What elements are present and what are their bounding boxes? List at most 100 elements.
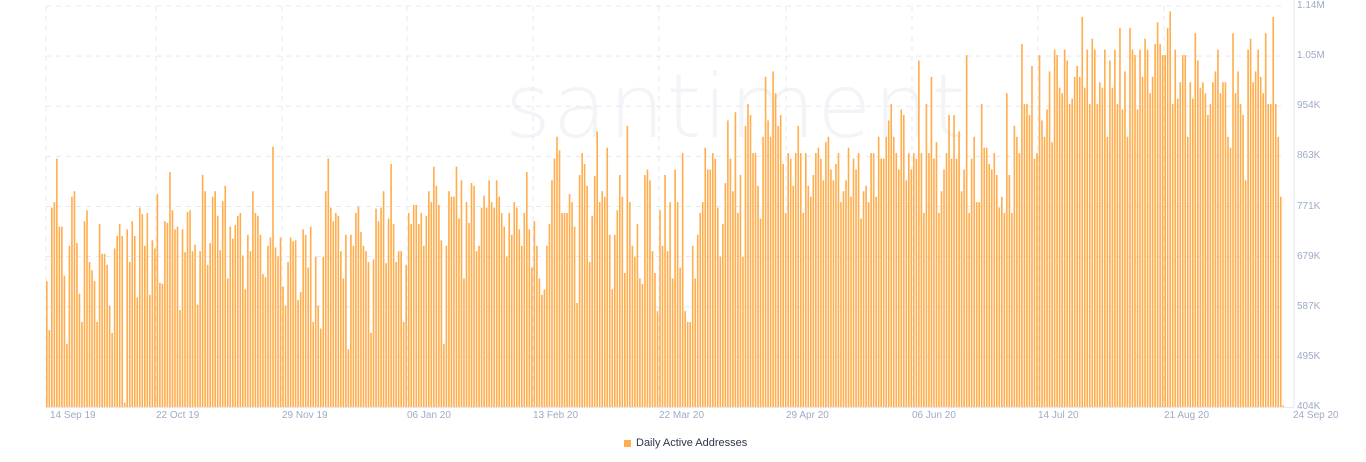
bar[interactable] — [425, 215, 428, 407]
bar[interactable] — [897, 169, 900, 407]
bar[interactable] — [827, 136, 830, 407]
bar[interactable] — [1171, 104, 1174, 407]
bar[interactable] — [593, 175, 596, 407]
bar[interactable] — [674, 169, 676, 407]
bar[interactable] — [229, 226, 232, 407]
bar[interactable] — [847, 147, 850, 407]
bar[interactable] — [169, 172, 171, 407]
bar[interactable] — [347, 349, 350, 407]
bar[interactable] — [933, 158, 935, 407]
bar[interactable] — [1272, 16, 1275, 408]
bar[interactable] — [252, 191, 254, 407]
bar[interactable] — [717, 207, 719, 407]
bar[interactable] — [686, 322, 689, 407]
bar[interactable] — [1036, 153, 1038, 407]
bar[interactable] — [1023, 104, 1026, 407]
bar[interactable] — [1046, 109, 1048, 408]
bar[interactable] — [1033, 158, 1036, 407]
bar[interactable] — [1081, 16, 1084, 408]
bar[interactable] — [671, 278, 674, 407]
bar[interactable] — [563, 213, 566, 407]
bar[interactable] — [520, 245, 523, 407]
bar[interactable] — [960, 191, 963, 407]
bar[interactable] — [699, 213, 702, 407]
bar[interactable] — [1031, 65, 1033, 408]
bar[interactable] — [794, 153, 797, 407]
bar[interactable] — [656, 311, 659, 407]
bar[interactable] — [259, 234, 262, 407]
bar[interactable] — [988, 164, 991, 407]
bar[interactable] — [1119, 27, 1121, 407]
bar[interactable] — [292, 241, 294, 407]
bar[interactable] — [576, 302, 578, 407]
bar[interactable] — [490, 202, 493, 407]
bar[interactable] — [1244, 180, 1247, 407]
bar[interactable] — [923, 213, 925, 407]
bar[interactable] — [1121, 109, 1124, 408]
bar[interactable] — [103, 253, 106, 407]
bar[interactable] — [1202, 82, 1204, 407]
bar[interactable] — [950, 158, 953, 407]
bar[interactable] — [1068, 104, 1071, 407]
bar[interactable] — [375, 208, 377, 407]
bar[interactable] — [852, 158, 855, 407]
bar[interactable] — [1189, 82, 1192, 407]
bar[interactable] — [221, 201, 224, 407]
bar[interactable] — [621, 196, 624, 407]
bar[interactable] — [166, 222, 169, 407]
bar[interactable] — [812, 174, 815, 407]
bar[interactable] — [312, 322, 315, 407]
bar[interactable] — [390, 164, 392, 407]
bar[interactable] — [892, 136, 895, 407]
bar[interactable] — [571, 202, 573, 407]
bar[interactable] — [900, 109, 903, 408]
bar[interactable] — [862, 191, 865, 407]
bar[interactable] — [337, 215, 340, 407]
bar[interactable] — [66, 343, 68, 407]
bar[interactable] — [669, 202, 671, 407]
bar[interactable] — [133, 235, 136, 407]
bar[interactable] — [865, 185, 867, 407]
bar[interactable] — [631, 245, 634, 407]
bar[interactable] — [578, 174, 581, 407]
bar[interactable] — [219, 250, 222, 407]
bar[interactable] — [111, 332, 113, 407]
bar[interactable] — [1106, 136, 1109, 407]
bar[interactable] — [772, 71, 774, 407]
bar[interactable] — [1136, 109, 1139, 408]
bar[interactable] — [651, 251, 654, 407]
bar[interactable] — [400, 251, 402, 407]
bar[interactable] — [1129, 27, 1131, 407]
bar[interactable] — [1116, 104, 1119, 407]
bar[interactable] — [985, 147, 988, 407]
bar[interactable] — [910, 169, 913, 407]
bar[interactable] — [224, 185, 227, 407]
bar[interactable] — [279, 237, 282, 407]
bar[interactable] — [131, 221, 134, 407]
bar[interactable] — [754, 153, 757, 407]
bar[interactable] — [1282, 405, 1285, 407]
bar[interactable] — [1181, 55, 1184, 407]
bar[interactable] — [1078, 76, 1081, 407]
bar[interactable] — [340, 251, 342, 407]
bar[interactable] — [322, 256, 325, 408]
bar[interactable] — [1254, 71, 1257, 407]
bar[interactable] — [867, 202, 870, 407]
bar[interactable] — [975, 202, 978, 407]
bar[interactable] — [1146, 49, 1149, 408]
bar[interactable] — [370, 332, 372, 407]
bar[interactable] — [727, 120, 729, 408]
bar[interactable] — [1242, 114, 1244, 407]
bar[interactable] — [875, 196, 877, 407]
bar[interactable] — [573, 226, 576, 407]
bar[interactable] — [1111, 87, 1114, 407]
bar[interactable] — [624, 272, 626, 407]
bar[interactable] — [141, 214, 144, 407]
bar[interactable] — [1279, 196, 1282, 407]
bar[interactable] — [1277, 136, 1280, 407]
bar[interactable] — [629, 202, 631, 407]
bar[interactable] — [887, 120, 890, 408]
bar[interactable] — [664, 174, 666, 407]
bar[interactable] — [684, 311, 686, 407]
bar[interactable] — [696, 234, 699, 407]
